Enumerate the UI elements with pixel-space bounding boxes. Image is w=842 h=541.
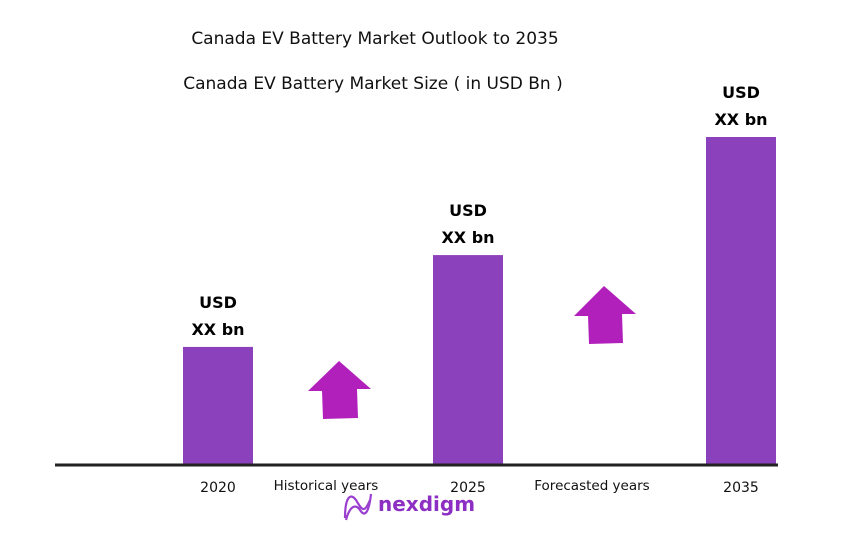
nexdigm-logo: nexdigm bbox=[343, 492, 475, 521]
data-label-value: XX bn bbox=[191, 320, 244, 339]
nexdigm-logo-icon bbox=[343, 493, 373, 521]
growth-arrow-icon-forecast bbox=[574, 286, 636, 344]
data-label-currency: USD bbox=[199, 293, 237, 312]
x-tick-label: 2020 bbox=[200, 480, 236, 496]
growth-arrow-icon-historical bbox=[308, 361, 371, 419]
annotation-forecasted-years: Forecasted years bbox=[534, 478, 649, 494]
x-tick-label: 2035 bbox=[723, 480, 759, 496]
bar-2020 bbox=[183, 346, 253, 465]
x-tick-label: 2025 bbox=[450, 480, 486, 496]
data-label-value: XX bn bbox=[714, 110, 767, 129]
data-label-currency: USD bbox=[449, 201, 487, 220]
data-label-currency: USD bbox=[722, 83, 760, 102]
annotation-historical-years: Historical years bbox=[274, 478, 379, 494]
nexdigm-wordmark: nexdigm bbox=[378, 492, 475, 516]
bar-2025 bbox=[433, 255, 503, 465]
chart-subtitle: Canada EV Battery Market Size ( in USD B… bbox=[183, 74, 562, 94]
chart-title: Canada EV Battery Market Outlook to 2035 bbox=[191, 29, 558, 49]
data-label-value: XX bn bbox=[441, 228, 494, 247]
bar-2035 bbox=[706, 137, 776, 465]
